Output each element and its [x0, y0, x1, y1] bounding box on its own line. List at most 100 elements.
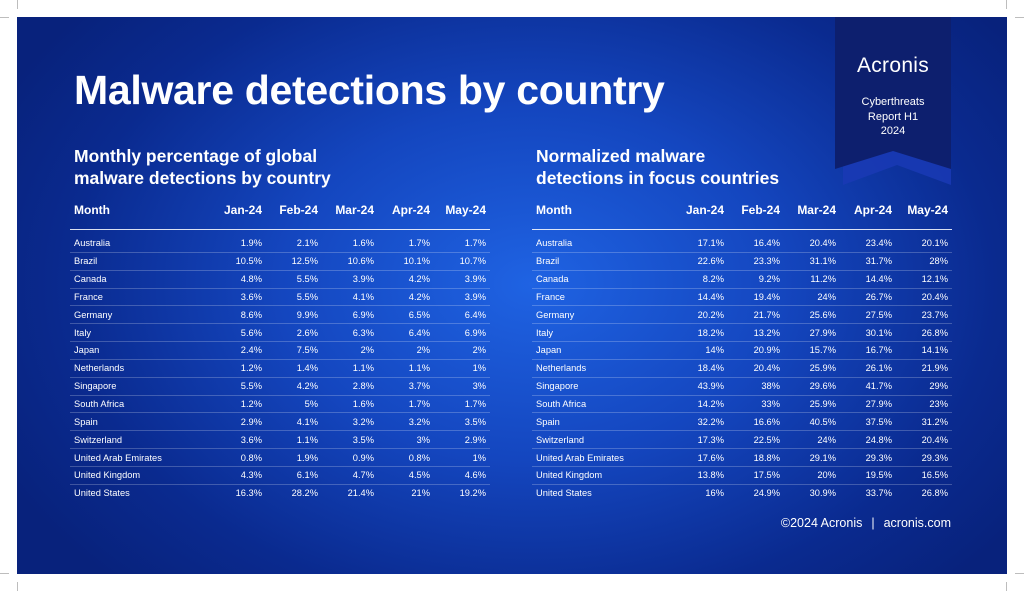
report-line: Report H1: [867, 110, 919, 123]
value-cell: 4.5%: [378, 466, 434, 485]
value-cell: 40.5%: [784, 412, 840, 432]
table-row: Italy 18.2% 13.2% 27.9% 30.1% 26.8%: [532, 323, 952, 343]
country-cell: South Africa: [532, 395, 672, 414]
crop-mark: [1006, 0, 1007, 9]
value-cell: 23.3%: [728, 252, 784, 271]
value-cell: 31.2%: [896, 412, 952, 432]
value-cell: 4.2%: [378, 270, 434, 289]
value-cell: 25.9%: [784, 395, 840, 414]
value-cell: 16.4%: [728, 235, 784, 253]
value-cell: 29.6%: [784, 377, 840, 396]
value-cell: 6.9%: [322, 305, 378, 325]
column-header: Apr-24: [378, 195, 434, 230]
value-cell: 2.9%: [434, 430, 490, 450]
value-cell: 2%: [322, 341, 378, 360]
value-cell: 6.4%: [378, 323, 434, 343]
column-header: Mar-24: [322, 195, 378, 230]
value-cell: 31.7%: [840, 252, 896, 271]
value-cell: 25.9%: [784, 359, 840, 378]
table-row: United States 16% 24.9% 30.9% 33.7% 26.8%: [532, 484, 952, 501]
value-cell: 8.6%: [210, 305, 266, 325]
country-cell: Japan: [532, 341, 672, 360]
country-cell: Switzerland: [70, 430, 210, 450]
table-row: Canada 8.2% 9.2% 11.2% 14.4% 12.1%: [532, 270, 952, 289]
table-row: Netherlands 18.4% 20.4% 25.9% 26.1% 21.9%: [532, 359, 952, 378]
value-cell: 33%: [728, 395, 784, 414]
value-cell: 24.9%: [753, 488, 780, 499]
value-cell: 29.3%: [896, 448, 952, 467]
country-cell: Spain: [70, 412, 210, 432]
table-row: Canada 4.8% 5.5% 3.9% 4.2% 3.9%: [70, 270, 490, 289]
value-cell: 6.5%: [378, 305, 434, 325]
value-cell: 7.5%: [266, 341, 322, 360]
value-cell: 3.5%: [322, 430, 378, 450]
table-row: Italy 5.6% 2.6% 6.3% 6.4% 6.9%: [70, 323, 490, 343]
value-cell: 20.4%: [896, 430, 952, 450]
value-cell: 26.1%: [840, 359, 896, 378]
brand-logo-text: Acronis: [856, 54, 930, 77]
value-cell: 3%: [378, 430, 434, 450]
value-cell: 5%: [266, 395, 322, 414]
value-cell: 28%: [896, 252, 952, 271]
value-cell: 16.7%: [840, 341, 896, 360]
value-cell: 24%: [784, 430, 840, 450]
value-cell: 41.7%: [840, 377, 896, 396]
table-body: Australia 17.1% 16.4% 20.4% 23.4% 20.1% Brazil…: [532, 230, 952, 502]
table-row: Brazil 22.6% 23.3% 31.1% 31.7% 28%: [532, 252, 952, 271]
value-cell: 1.9%: [210, 235, 266, 253]
table-header-row: Month Jan-24 Feb-24 Mar-24 Apr-24 May-24: [70, 195, 490, 230]
value-cell: 4.8%: [210, 270, 266, 289]
value-cell: 16%: [705, 488, 724, 499]
copyright-text: ©2024 Acronis: [780, 516, 863, 530]
country-cell: United States: [536, 488, 592, 499]
value-cell: 1.2%: [210, 359, 266, 378]
value-cell: 19.4%: [728, 288, 784, 307]
value-cell: 23.7%: [896, 305, 952, 325]
value-cell: 3.9%: [434, 270, 490, 289]
value-cell: 6.3%: [322, 323, 378, 343]
value-cell: 9.9%: [266, 305, 322, 325]
value-cell: 6.9%: [434, 323, 490, 343]
country-cell: Canada: [70, 270, 210, 289]
value-cell: 14%: [672, 341, 728, 360]
ribbon-shape: [835, 17, 951, 185]
value-cell: 1.2%: [210, 395, 266, 414]
value-cell: 27.5%: [840, 305, 896, 325]
value-cell: 5.5%: [210, 377, 266, 396]
ribbon-body: [835, 17, 951, 169]
value-cell: 1.6%: [322, 235, 378, 253]
value-cell: 17.6%: [672, 448, 728, 467]
column-header: May-24: [434, 195, 490, 230]
value-cell: 16.6%: [728, 412, 784, 432]
value-cell: 4.1%: [322, 288, 378, 307]
country-cell: Netherlands: [70, 359, 210, 378]
value-cell: 25.6%: [784, 305, 840, 325]
value-cell: 12.5%: [266, 252, 322, 271]
table-row: Switzerland 17.3% 22.5% 24% 24.8% 20.4%: [532, 430, 952, 450]
crop-mark: [17, 582, 18, 591]
value-cell: 0.8%: [378, 448, 434, 467]
heading-line: detections in focus countries: [536, 168, 780, 188]
crop-mark: [17, 0, 18, 9]
value-cell: 1.1%: [322, 359, 378, 378]
normalized-detections-table: Month Jan-24 Feb-24 Mar-24 Apr-24 May-24…: [532, 195, 952, 502]
value-cell: 6.4%: [434, 305, 490, 325]
table-row: Japan 14% 20.9% 15.7% 16.7% 14.1%: [532, 341, 952, 360]
column-header: May-24: [896, 195, 952, 230]
crop-mark: [1015, 573, 1024, 574]
value-cell: 13.2%: [728, 323, 784, 343]
value-cell: 3.2%: [378, 412, 434, 432]
value-cell: 18.2%: [672, 323, 728, 343]
value-cell: 14.4%: [840, 270, 896, 289]
value-cell: 0.8%: [210, 448, 266, 467]
value-cell: 30.1%: [840, 323, 896, 343]
value-cell: 21.4%: [347, 488, 374, 499]
brand-ribbon: [835, 17, 951, 185]
table-row: Japan 2.4% 7.5% 2% 2% 2%: [70, 341, 490, 360]
value-cell: 24%: [784, 288, 840, 307]
report-label: Cyberthreats Report H1 2024: [835, 95, 951, 139]
value-cell: 4.1%: [266, 412, 322, 432]
footer: ©2024 Acronis | acronis.com: [781, 516, 951, 530]
country-cell: Netherlands: [532, 359, 672, 378]
value-cell: 2.4%: [210, 341, 266, 360]
